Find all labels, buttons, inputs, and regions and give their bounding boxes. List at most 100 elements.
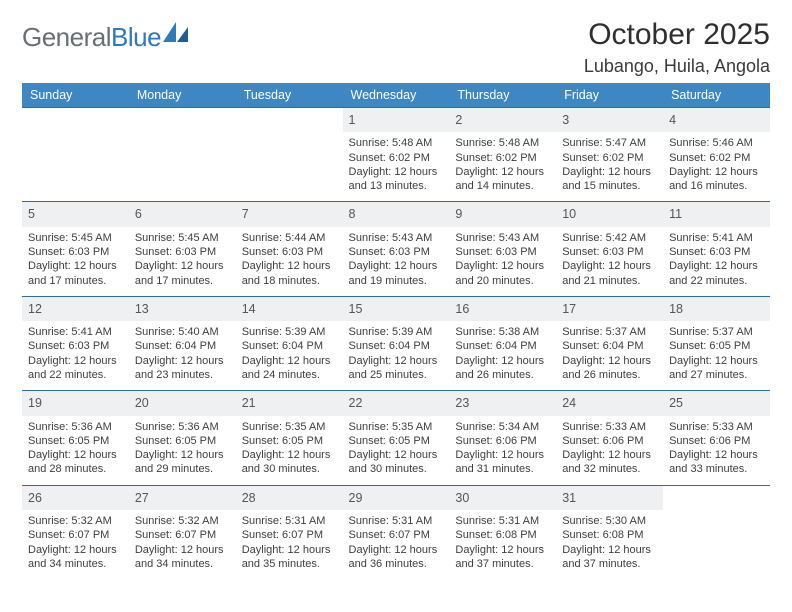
sunset-text: Sunset: 6:02 PM — [455, 151, 550, 165]
sunrise-text: Sunrise: 5:45 AM — [28, 231, 123, 245]
sunset-text: Sunset: 6:07 PM — [349, 528, 444, 542]
daylight-text: and 29 minutes. — [135, 462, 230, 476]
daylight-text: Daylight: 12 hours — [242, 259, 337, 273]
calendar-week-row: 5Sunrise: 5:45 AMSunset: 6:03 PMDaylight… — [22, 202, 770, 296]
day-number: 30 — [449, 486, 556, 510]
sunrise-text: Sunrise: 5:38 AM — [455, 325, 550, 339]
sunset-text: Sunset: 6:05 PM — [349, 434, 444, 448]
calendar-cell: 3Sunrise: 5:47 AMSunset: 6:02 PMDaylight… — [556, 108, 663, 202]
calendar-cell: 20Sunrise: 5:36 AMSunset: 6:05 PMDayligh… — [129, 391, 236, 485]
day-number: 29 — [343, 486, 450, 510]
day-number: 16 — [449, 297, 556, 321]
calendar-cell: 17Sunrise: 5:37 AMSunset: 6:04 PMDayligh… — [556, 296, 663, 390]
calendar-week-row: 12Sunrise: 5:41 AMSunset: 6:03 PMDayligh… — [22, 296, 770, 390]
daylight-text: Daylight: 12 hours — [455, 165, 550, 179]
sunset-text: Sunset: 6:08 PM — [562, 528, 657, 542]
sunrise-text: Sunrise: 5:31 AM — [349, 514, 444, 528]
sunset-text: Sunset: 6:02 PM — [349, 151, 444, 165]
calendar-cell: 16 Sunrise: 5:38 AMSunset: 6:04 PMDayligh… — [449, 296, 556, 390]
calendar-cell: 6Sunrise: 5:45 AMSunset: 6:03 PMDaylight… — [129, 202, 236, 296]
month-title: October 2025 — [584, 18, 770, 52]
daylight-text: Daylight: 12 hours — [28, 448, 123, 462]
daylight-text: Daylight: 12 hours — [242, 448, 337, 462]
daylight-text: Daylight: 12 hours — [242, 543, 337, 557]
daylight-text: Daylight: 12 hours — [669, 165, 764, 179]
daylight-text: Daylight: 12 hours — [242, 354, 337, 368]
sunrise-text: Sunrise: 5:37 AM — [669, 325, 764, 339]
daylight-text: and 17 minutes. — [135, 274, 230, 288]
daylight-text: and 26 minutes. — [562, 368, 657, 382]
daylight-text: and 14 minutes. — [455, 179, 550, 193]
calendar-cell: 31 Sunrise: 5:30 AMSunset: 6:08 PMDayligh… — [556, 485, 663, 579]
calendar-cell: 11 Sunrise: 5:41 AMSunset: 6:03 PMDayligh… — [663, 202, 770, 296]
day-header: Tuesday — [236, 83, 343, 108]
daylight-text: and 21 minutes. — [562, 274, 657, 288]
day-number: 8 — [343, 202, 450, 226]
day-number: 14 — [236, 297, 343, 321]
daylight-text: and 15 minutes. — [562, 179, 657, 193]
daylight-text: Daylight: 12 hours — [28, 543, 123, 557]
day-number: 25 — [663, 391, 770, 415]
day-header: Thursday — [449, 83, 556, 108]
daylight-text: and 18 minutes. — [242, 274, 337, 288]
sunrise-text: Sunrise: 5:46 AM — [669, 136, 764, 150]
day-number: 18 — [663, 297, 770, 321]
calendar-cell: 22Sunrise: 5:35 AMSunset: 6:05 PMDayligh… — [343, 391, 450, 485]
daylight-text: and 17 minutes. — [28, 274, 123, 288]
daylight-text: and 19 minutes. — [349, 274, 444, 288]
logo-text-1: General — [22, 22, 111, 53]
sunrise-text: Sunrise: 5:48 AM — [455, 136, 550, 150]
header: GeneralBlue October 2025 Lubango, Huila,… — [22, 18, 770, 77]
daylight-text: Daylight: 12 hours — [455, 354, 550, 368]
daylight-text: and 25 minutes. — [349, 368, 444, 382]
daylight-text: Daylight: 12 hours — [135, 448, 230, 462]
daylight-text: Daylight: 12 hours — [349, 259, 444, 273]
sunset-text: Sunset: 6:03 PM — [669, 245, 764, 259]
daylight-text: Daylight: 12 hours — [455, 543, 550, 557]
sunset-text: Sunset: 6:03 PM — [455, 245, 550, 259]
daylight-text: and 27 minutes. — [669, 368, 764, 382]
sunset-text: Sunset: 6:06 PM — [669, 434, 764, 448]
calendar-cell: 12Sunrise: 5:41 AMSunset: 6:03 PMDayligh… — [22, 296, 129, 390]
logo-sail-icon — [163, 22, 189, 44]
sunrise-text: Sunrise: 5:41 AM — [669, 231, 764, 245]
day-number: 17 — [556, 297, 663, 321]
calendar-cell — [129, 108, 236, 202]
calendar-cell: 19Sunrise: 5:36 AMSunset: 6:05 PMDayligh… — [22, 391, 129, 485]
daylight-text: and 20 minutes. — [455, 274, 550, 288]
daylight-text: Daylight: 12 hours — [28, 259, 123, 273]
day-number: 31 — [556, 486, 663, 510]
daylight-text: Daylight: 12 hours — [562, 165, 657, 179]
daylight-text: Daylight: 12 hours — [135, 543, 230, 557]
calendar-cell: 29Sunrise: 5:31 AMSunset: 6:07 PMDayligh… — [343, 485, 450, 579]
sunset-text: Sunset: 6:05 PM — [242, 434, 337, 448]
sunrise-text: Sunrise: 5:30 AM — [562, 514, 657, 528]
day-number: 28 — [236, 486, 343, 510]
sunset-text: Sunset: 6:03 PM — [242, 245, 337, 259]
sunrise-text: Sunrise: 5:47 AM — [562, 136, 657, 150]
calendar-cell: 9Sunrise: 5:43 AMSunset: 6:03 PMDaylight… — [449, 202, 556, 296]
calendar-table: Sunday Monday Tuesday Wednesday Thursday… — [22, 83, 770, 579]
sunset-text: Sunset: 6:04 PM — [349, 339, 444, 353]
sunset-text: Sunset: 6:07 PM — [28, 528, 123, 542]
sunrise-text: Sunrise: 5:43 AM — [455, 231, 550, 245]
calendar-cell: 24Sunrise: 5:33 AMSunset: 6:06 PMDayligh… — [556, 391, 663, 485]
day-number: 6 — [129, 202, 236, 226]
sunrise-text: Sunrise: 5:40 AM — [135, 325, 230, 339]
calendar-cell: 8Sunrise: 5:43 AMSunset: 6:03 PMDaylight… — [343, 202, 450, 296]
day-header: Saturday — [663, 83, 770, 108]
sunset-text: Sunset: 6:04 PM — [455, 339, 550, 353]
sunset-text: Sunset: 6:07 PM — [242, 528, 337, 542]
day-header: Wednesday — [343, 83, 450, 108]
sunrise-text: Sunrise: 5:33 AM — [669, 420, 764, 434]
daylight-text: and 32 minutes. — [562, 462, 657, 476]
daylight-text: Daylight: 12 hours — [562, 543, 657, 557]
day-number: 23 — [449, 391, 556, 415]
sunrise-text: Sunrise: 5:39 AM — [349, 325, 444, 339]
day-number: 11 — [663, 202, 770, 226]
sunset-text: Sunset: 6:04 PM — [135, 339, 230, 353]
daylight-text: Daylight: 12 hours — [669, 259, 764, 273]
calendar-body: 1Sunrise: 5:48 AMSunset: 6:02 PMDaylight… — [22, 108, 770, 580]
sunrise-text: Sunrise: 5:39 AM — [242, 325, 337, 339]
sunset-text: Sunset: 6:03 PM — [135, 245, 230, 259]
